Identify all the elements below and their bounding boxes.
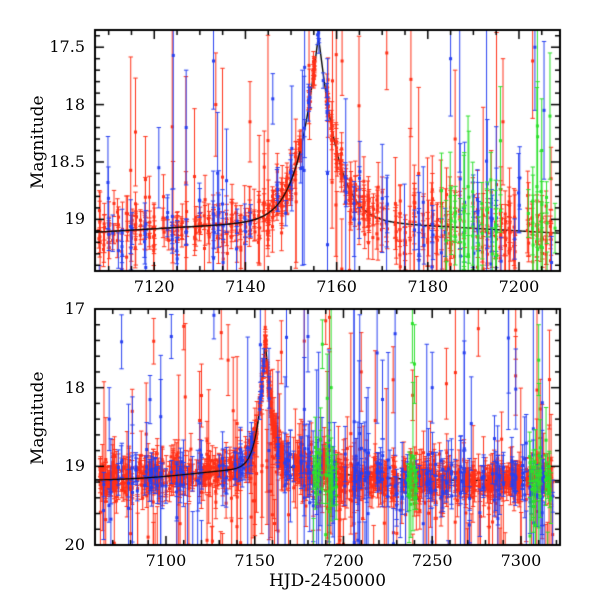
x-tick-label: 7120 [133, 277, 175, 296]
y-tick-label: 18 [64, 377, 85, 397]
x-tick-label: 7200 [498, 277, 540, 296]
x-tick-label: 7150 [234, 551, 276, 570]
x-tick-label: 7100 [145, 551, 187, 570]
x-tick-label: 7140 [225, 277, 266, 296]
y-tick-label: 19 [64, 209, 85, 229]
x-axis-label: HJD-2450000 [268, 571, 387, 591]
x-tick-label: 7300 [500, 551, 542, 570]
y-tick-label: 17 [64, 299, 85, 318]
y-tick-label: 17.5 [49, 37, 85, 57]
y-tick-label: 19 [64, 456, 85, 476]
x-tick-label: 7200 [323, 551, 364, 570]
y-tick-label: 20 [64, 535, 85, 554]
x-tick-label: 7180 [407, 277, 449, 296]
x-tick-label: 7160 [316, 277, 357, 296]
y-tick-label: 18.5 [49, 151, 85, 171]
x-tick-label: 7250 [411, 551, 453, 570]
y-tick-label: 18 [64, 94, 85, 114]
